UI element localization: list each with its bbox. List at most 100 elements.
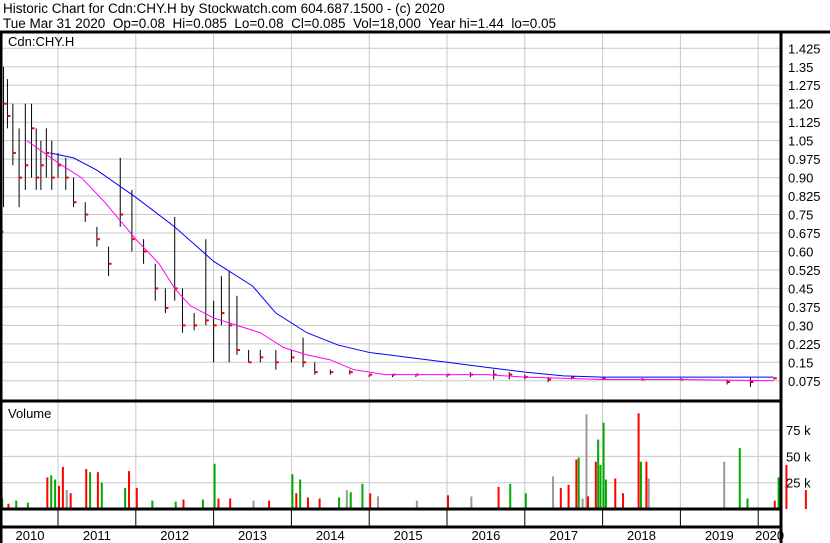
volume-bar bbox=[773, 500, 776, 509]
price-tick-label: 0.30 bbox=[788, 318, 813, 333]
volume-tick-label: 75 k bbox=[786, 423, 811, 438]
volume-bar bbox=[597, 439, 600, 509]
year-label: 2012 bbox=[160, 528, 189, 543]
volume-bar bbox=[470, 496, 473, 509]
close-mark bbox=[369, 373, 373, 376]
volume-bar bbox=[577, 457, 580, 509]
volume-bar bbox=[509, 483, 512, 509]
volume-bar bbox=[124, 487, 127, 509]
close-mark bbox=[25, 164, 29, 167]
volume-bar bbox=[637, 413, 640, 509]
close-mark bbox=[108, 262, 112, 265]
volume-bar bbox=[723, 461, 726, 509]
volume-bar bbox=[291, 474, 294, 509]
price-tick-label: 0.75 bbox=[788, 208, 813, 223]
price-tick-label: 0.15 bbox=[788, 355, 813, 370]
volume-bar bbox=[252, 500, 255, 509]
year-label: 2019 bbox=[705, 528, 734, 543]
year-label: 2015 bbox=[394, 528, 423, 543]
volume-bar bbox=[26, 502, 29, 509]
volume-bar bbox=[128, 471, 131, 509]
price-tick-label: 0.375 bbox=[788, 300, 821, 315]
volume-bar bbox=[69, 493, 72, 509]
year-label: 2016 bbox=[471, 528, 500, 543]
volume-bar bbox=[552, 476, 555, 509]
volume-bar bbox=[447, 495, 449, 509]
plot-background bbox=[0, 32, 781, 543]
close-mark bbox=[571, 376, 575, 379]
price-tick-label: 1.05 bbox=[788, 134, 813, 149]
volume-bar bbox=[299, 479, 302, 509]
close-mark bbox=[330, 371, 334, 374]
price-tick-label: 0.60 bbox=[788, 244, 813, 259]
close-mark bbox=[131, 238, 135, 241]
close-mark bbox=[165, 307, 169, 310]
volume-bar bbox=[785, 464, 788, 509]
volume-bar bbox=[497, 486, 500, 509]
volume-bar bbox=[738, 447, 741, 509]
volume-bar bbox=[369, 493, 372, 509]
year-label: 2011 bbox=[83, 528, 111, 543]
volume-bar bbox=[602, 422, 605, 509]
volume-bar bbox=[151, 500, 154, 509]
close-mark bbox=[727, 380, 731, 383]
price-tick-label: 0.825 bbox=[788, 189, 821, 204]
year-label: 2018 bbox=[627, 528, 656, 543]
close-mark bbox=[51, 176, 55, 179]
volume-bar bbox=[58, 485, 60, 509]
volume-bar bbox=[268, 500, 271, 509]
close-mark bbox=[750, 380, 754, 383]
price-tick-label: 0.525 bbox=[788, 263, 821, 278]
volume-bar bbox=[622, 493, 625, 509]
volume-bar bbox=[7, 503, 10, 509]
close-mark bbox=[602, 377, 606, 380]
year-label: 2020 bbox=[755, 528, 784, 543]
volume-bar bbox=[594, 461, 597, 509]
volume-bar bbox=[201, 499, 204, 509]
year-label: 2013 bbox=[238, 528, 267, 543]
chart-header-quote: Tue Mar 31 2020 Op=0.08 Hi=0.085 Lo=0.08… bbox=[3, 16, 557, 31]
year-label: 2017 bbox=[549, 528, 578, 543]
close-mark bbox=[7, 115, 11, 118]
volume-bar bbox=[746, 498, 749, 509]
volume-bar bbox=[415, 500, 418, 509]
close-mark bbox=[260, 356, 264, 359]
close-mark bbox=[314, 371, 318, 374]
volume-bar bbox=[54, 479, 57, 509]
close-mark bbox=[40, 164, 44, 167]
volume-bar bbox=[96, 472, 99, 509]
close-mark bbox=[19, 176, 23, 179]
volume-bar bbox=[295, 493, 298, 509]
close-mark bbox=[36, 176, 40, 179]
volume-bar bbox=[361, 483, 364, 509]
price-tick-label: 1.35 bbox=[788, 60, 813, 75]
volume-tick-label: 50 k bbox=[786, 449, 811, 464]
close-mark bbox=[65, 176, 69, 179]
close-mark bbox=[493, 373, 497, 376]
volume-bar bbox=[61, 466, 64, 509]
close-mark bbox=[3, 102, 7, 105]
volume-bar bbox=[182, 499, 185, 509]
price-tick-label: 1.125 bbox=[788, 115, 821, 130]
close-mark bbox=[248, 361, 252, 364]
price-tick-label: 0.075 bbox=[788, 374, 821, 389]
moving-average-short bbox=[26, 140, 774, 382]
close-mark bbox=[155, 287, 159, 290]
volume-bar bbox=[85, 469, 88, 509]
year-label: 2010 bbox=[16, 528, 45, 543]
close-mark bbox=[205, 319, 209, 322]
price-panel-title: Cdn:CHY.H bbox=[8, 34, 74, 49]
volume-bar bbox=[100, 482, 103, 509]
volume-tick-label: 25 k bbox=[786, 476, 811, 491]
price-tick-label: 0.225 bbox=[788, 337, 821, 352]
volume-bar bbox=[567, 484, 570, 509]
close-mark bbox=[31, 127, 35, 130]
volume-bar bbox=[338, 497, 341, 509]
volume-bar bbox=[318, 498, 321, 509]
volume-bar bbox=[604, 479, 607, 509]
price-tick-label: 1.425 bbox=[788, 41, 821, 56]
volume-panel-title: Volume bbox=[8, 406, 51, 421]
close-mark bbox=[96, 238, 100, 241]
price-tick-label: 0.90 bbox=[788, 171, 813, 186]
